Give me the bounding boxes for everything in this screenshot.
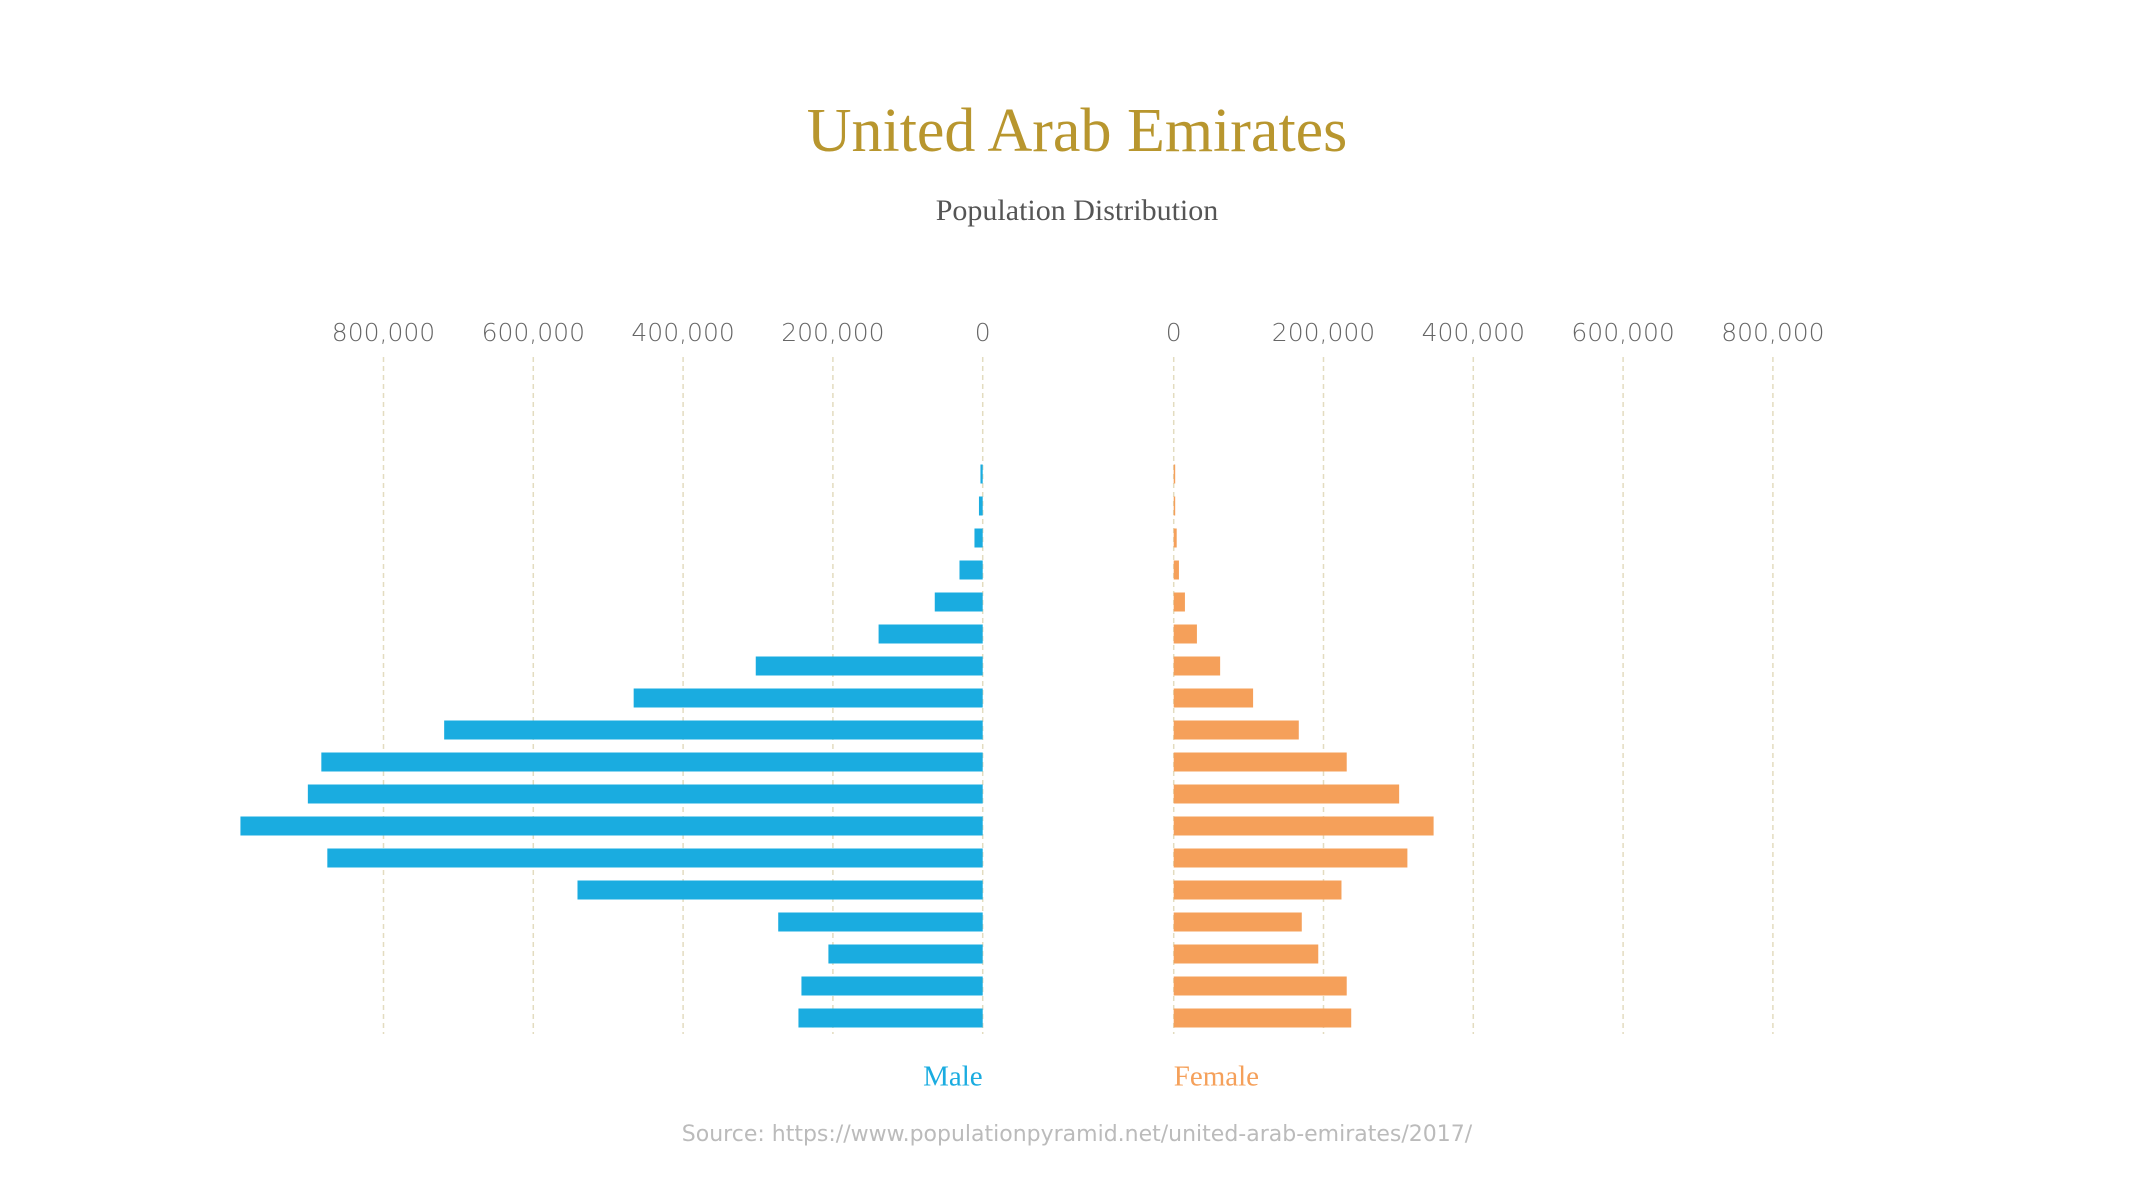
bar <box>978 496 983 516</box>
bar <box>1173 880 1342 900</box>
bar <box>801 976 983 996</box>
chart-title: United Arab Emirates <box>807 97 1348 165</box>
bar <box>1173 752 1347 772</box>
bar <box>878 624 983 644</box>
bar <box>778 912 983 932</box>
x-tick-label: 600,000 <box>1571 318 1674 347</box>
bar <box>327 848 983 868</box>
x-tick-label: 400,000 <box>1422 318 1525 347</box>
bar <box>1173 944 1319 964</box>
x-tick-label: 0 <box>975 318 991 347</box>
legend-label: Male <box>923 1061 983 1093</box>
bar <box>1173 912 1302 932</box>
bar <box>1173 592 1185 612</box>
bar <box>1173 560 1179 580</box>
x-tick-label: 200,000 <box>781 318 884 347</box>
bar <box>1173 816 1434 836</box>
x-tick-label: 200,000 <box>1272 318 1375 347</box>
bar <box>980 464 983 484</box>
bar <box>1173 976 1347 996</box>
bar <box>828 944 983 964</box>
bar <box>1173 624 1197 644</box>
x-tick-label: 0 <box>1166 318 1182 347</box>
bar <box>577 880 983 900</box>
legend-label: Female <box>1174 1061 1259 1093</box>
bar <box>974 528 983 548</box>
bar <box>1173 496 1176 516</box>
bar <box>307 784 983 804</box>
bar <box>959 560 983 580</box>
bar <box>1173 528 1177 548</box>
bar <box>755 656 983 676</box>
bar <box>240 816 983 836</box>
chart-subtitle: Population Distribution <box>936 194 1219 227</box>
x-tick-label: 800,000 <box>332 318 435 347</box>
bar <box>1173 464 1176 484</box>
x-tick-label: 800,000 <box>1721 318 1824 347</box>
bar <box>444 720 983 740</box>
bar <box>1173 848 1408 868</box>
bar <box>1173 656 1221 676</box>
x-tick-label: 600,000 <box>482 318 585 347</box>
bar <box>1173 784 1400 804</box>
x-tick-label: 400,000 <box>631 318 734 347</box>
bar <box>798 1008 983 1028</box>
bar <box>1173 1008 1352 1028</box>
bar <box>633 688 983 708</box>
source-note: Source: https://www.populationpyramid.ne… <box>682 1122 1473 1147</box>
bar <box>1173 688 1254 708</box>
bar <box>321 752 983 772</box>
bar <box>934 592 983 612</box>
bar <box>1173 720 1299 740</box>
